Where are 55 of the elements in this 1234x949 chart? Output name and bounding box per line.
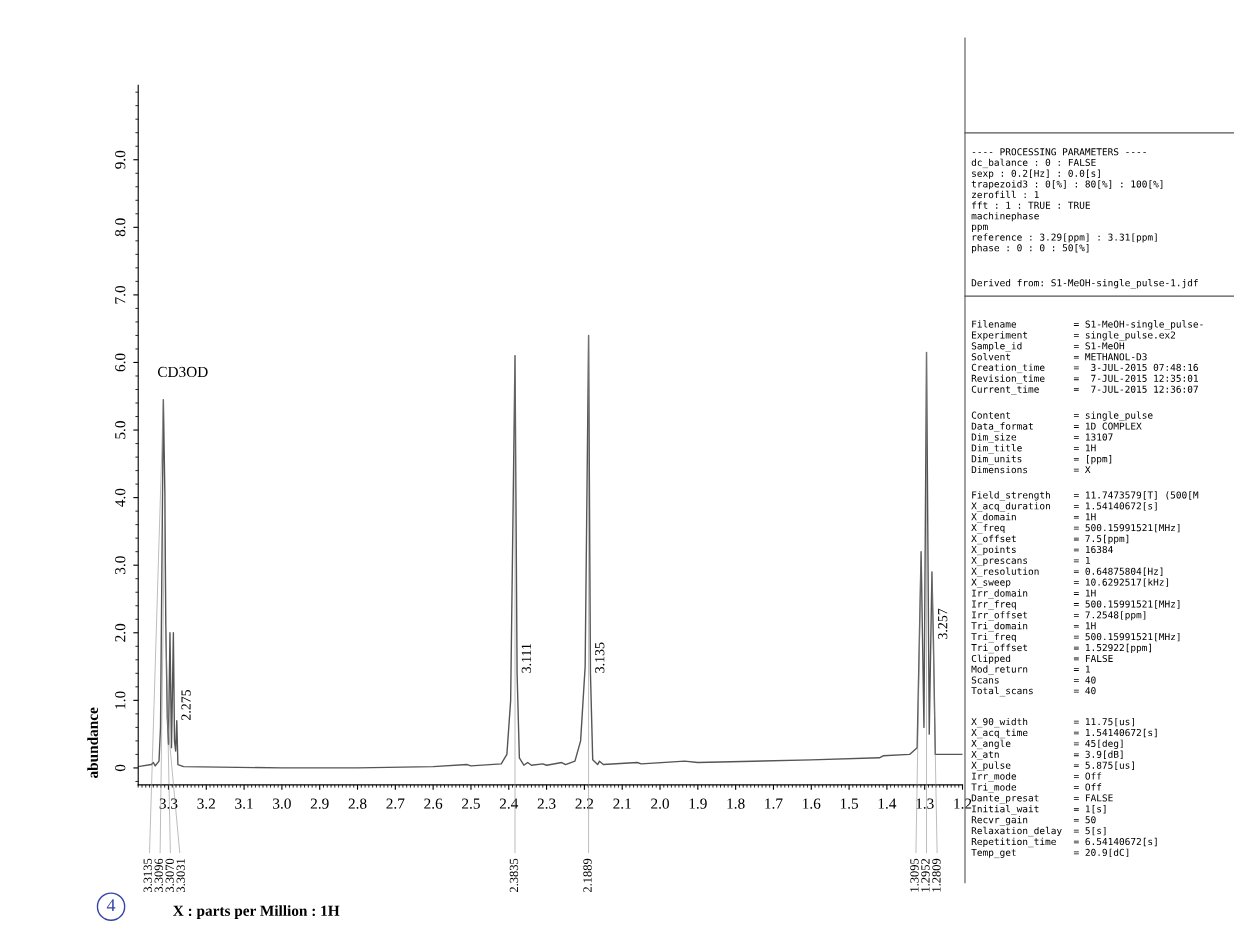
text: Derived from: S1-MeOH-single_pulse-1.jdf xyxy=(971,279,1198,289)
x-tick-label: 1.4 xyxy=(878,798,897,809)
x-tick-label: 3.0 xyxy=(273,798,291,809)
text: Field_strength = 11.7473579[T] (500[M X_acq_duration = 1.54140672[s] X_domain = 1H X_freq = 500.15991521[MHz] X_offset = 7.5[ppm] X_points = 16384 X_prescans = 1 X_resolution = 0.64875804[Hz] X_sweep = 10.6292517[kHz] Irr_domain = 1H Irr_freq = 500.15991521[MHz] Irr_offset = 7.2548[ppm] Tri_domain = 1H Tri_freq = 500.15991521[MHz] Tri_offset = 1.52922[ppm] Clipped = FALSE Mod_return = 1 Scans = 40 Total_scans = 40 xyxy=(971,491,1199,697)
text: X_90_width = 11.75[us] X_acq_time = 1.54140672[s] X_angle = 45[deg] X_atn = 3.9[dB] X_pulse = 5.875[us] Irr_mode = Off Tri_mode = Off Dante_presat = FALSE Initial_wait = 1[s] Recvr_gain = 50 Relaxation_delay = 5[s] Repetition_time = 6.54140672[s] Temp_get = 20.9[dC] xyxy=(971,717,1157,859)
annotation: CD3OD xyxy=(157,366,208,378)
x-tick-label: 1.7 xyxy=(765,798,783,809)
x-tick-label: 2.8 xyxy=(348,798,367,809)
annotation: 2.1889 xyxy=(583,858,592,893)
text: 4 xyxy=(106,899,116,912)
x-tick-label: 3.3 xyxy=(159,798,178,809)
y-tick-label: 5.0 xyxy=(115,421,126,439)
x-tick-label: 1.6 xyxy=(803,798,821,809)
annotation: 1.2809 xyxy=(932,858,941,892)
x-tick-label: 2.0 xyxy=(651,798,669,809)
y-tick-label: 0 xyxy=(115,764,126,772)
text: ---- PROCESSING PARAMETERS ---- dc_balance : 0 : FALSE sexp : 0.2[Hz] : 0.0[s] trapezoid3 : 0[%] : 80[%] : 100[%] zerofill : 1 fft : 1 : TRUE : TRUE machinephase ppm reference : 3.29[ppm] : 3.31[ppm] phase : 0 : 0 : 50[%] xyxy=(971,148,1163,254)
y-tick-label: 4.0 xyxy=(115,488,126,507)
x-tick-label: 2.2 xyxy=(575,798,594,809)
text: Content = single_pulse Data_format = 1D COMPLEX Dim_size = 13107 Dim_title = 1H Dim_units = [ppm] Dimensions = X xyxy=(971,411,1153,474)
x-tick-label: 2.3 xyxy=(537,798,556,809)
x-tick-label: 1.9 xyxy=(689,798,707,809)
x-tick-label: 3.2 xyxy=(197,798,215,809)
annotation: 3.3135 xyxy=(143,858,152,893)
x-tick-label: 2.9 xyxy=(310,798,329,809)
x-tick-label: 2.6 xyxy=(424,798,443,809)
annotation: 3.3031 xyxy=(176,859,185,893)
annotation: 2.3835 xyxy=(509,858,519,893)
annotation: 3.3070 xyxy=(165,858,174,893)
y-tick-label: 9.0 xyxy=(115,150,126,169)
y-axis-title: abundance xyxy=(87,707,99,779)
text: X : parts per Million : 1H xyxy=(173,905,340,920)
x-tick-label: 1.5 xyxy=(840,798,859,809)
y-tick-label: 7.0 xyxy=(115,285,126,304)
annotation: 2.275 xyxy=(181,689,191,721)
x-tick-label: 1.2 xyxy=(954,798,972,809)
y-tick-label: 2.0 xyxy=(115,623,126,642)
x-tick-label: 2.4 xyxy=(499,798,519,809)
annotation: 3.3096 xyxy=(154,858,163,893)
text: Filename = S1-MeOH-single_pulse- Experiment = single_pulse.ex2 Sample_id = S1-MeOH Solvent = METHANOL-D3 Creation_time = 3-JUL-2015 07:48:16 Revision_time = 7-JUL-2015 12:35:01 Current_time = 7-JUL-2015 12:36:07 xyxy=(971,320,1203,395)
y-tick-label: 6.0 xyxy=(115,353,126,372)
y-tick-label: 8.0 xyxy=(115,218,126,237)
annotation: 3.135 xyxy=(595,642,605,673)
y-tick-label: 1.0 xyxy=(115,691,126,709)
annotation: 1.2952 xyxy=(921,858,930,892)
x-tick-label: 2.5 xyxy=(462,798,480,809)
x-tick-label: 2.7 xyxy=(386,798,405,809)
annotation: 3.111 xyxy=(521,643,532,673)
x-tick-label: 1.3 xyxy=(916,798,934,809)
annotation: 3.257 xyxy=(938,608,948,639)
x-tick-label: 3.1 xyxy=(235,798,253,809)
x-tick-label: 2.1 xyxy=(613,798,631,809)
y-tick-label: 3.0 xyxy=(115,556,126,575)
x-tick-label: 1.8 xyxy=(727,798,745,809)
annotation: 1.3095 xyxy=(910,858,919,892)
